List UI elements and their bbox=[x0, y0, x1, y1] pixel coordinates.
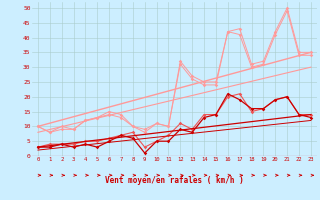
X-axis label: Vent moyen/en rafales ( km/h ): Vent moyen/en rafales ( km/h ) bbox=[105, 176, 244, 185]
